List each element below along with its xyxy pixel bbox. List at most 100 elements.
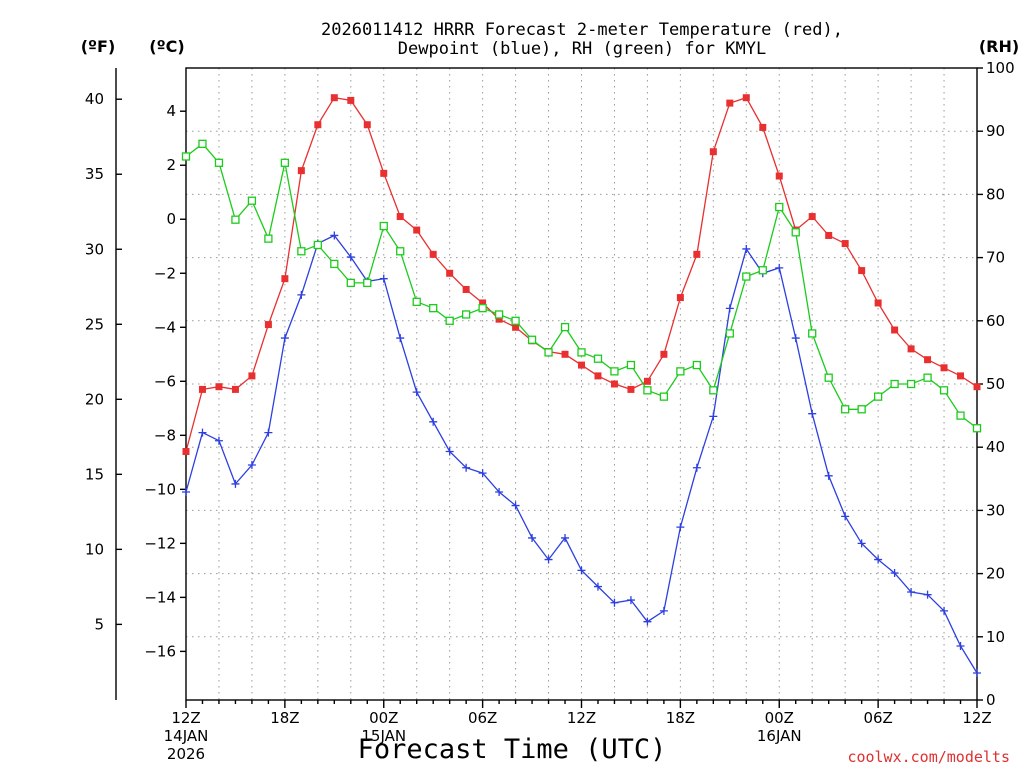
dewpoint-point [775,263,784,272]
rh-point [841,405,850,414]
temperature-point [874,299,882,307]
temperature-point [825,231,833,239]
rh-point [181,152,191,161]
time-tick-label: 00Z [369,709,398,727]
dewpoint-point [214,436,223,445]
temperature-point [380,169,388,177]
dewpoint-point [247,461,256,470]
rh-tick-label: 10 [986,628,1005,646]
celsius-tick-label: −14 [144,588,176,606]
celsius-tick-label: −16 [144,642,176,660]
fahrenheit-tick-label: 25 [85,315,104,333]
x-axis-title: Forecast Time (UTC) [358,734,667,765]
rh-point [346,278,355,288]
rh-point [775,202,784,212]
rh-point [758,266,767,275]
dewpoint-point [874,555,883,564]
dewpoint-point [709,412,718,421]
rh-tick-label: 100 [986,59,1015,77]
dewpoint-point [511,501,520,510]
temperature-point [841,240,849,248]
fahrenheit-tick-label: 10 [85,540,104,558]
time-tick-label: 18Z [270,709,299,727]
rh-point [560,322,570,332]
dewpoint-point [940,606,949,615]
rh-point [610,367,619,376]
dewpoint-point [412,388,421,397]
temperature-point [627,385,635,393]
dewpoint-point [676,523,685,532]
rh-point [659,392,669,401]
temperature-point [231,385,239,393]
celsius-tick-label: −8 [154,426,176,444]
time-tick-label: 00Z [765,709,794,727]
chart-title-line1: 2026011412 HRRR Forecast 2-meter Tempera… [321,20,843,40]
dewpoint-point [182,488,190,497]
temperature-point [726,99,734,107]
temperature-point [973,383,981,391]
celsius-tick-label: 4 [166,102,176,120]
rh-point [363,278,372,288]
temperature-point [363,121,371,129]
temperature-point [759,123,767,131]
credit-link[interactable]: coolwx.com/modelts [847,748,1010,766]
series-2-meter-temperature [182,94,981,456]
rh-point [577,348,586,357]
temperature-point [314,121,322,129]
date-tick-label: 16JAN [757,727,802,745]
celsius-tick-label: −10 [144,480,176,498]
temperature-point [281,275,289,283]
dewpoint-point [742,244,751,253]
fahrenheit-tick-label: 30 [85,240,104,258]
temperature-point [561,350,569,358]
rh-point [808,329,817,338]
rh-tick-label: 90 [986,122,1005,140]
temperature-point [594,372,602,380]
dewpoint-point [692,463,701,472]
rh-point [709,386,718,395]
dewpoint-point [264,428,273,437]
temperature-point [462,285,470,293]
dewpoint-point [445,447,454,456]
rh-tick-label: 80 [986,185,1005,203]
year-tick-label: 2026 [167,745,205,763]
rh-point [264,234,273,243]
rh-point [676,367,685,376]
temperature-point [396,213,404,221]
dewpoint-point [396,334,405,343]
temperature-point [347,96,355,104]
rh-point [791,228,800,237]
dewpoint-point [610,598,619,607]
fahrenheit-tick-label: 40 [85,90,104,108]
rh-point [313,240,322,250]
dewpoint-point [478,469,487,478]
rh-point [857,405,866,414]
temperature-point [957,372,965,380]
rh-point [379,221,388,231]
dewpoint-point [643,617,652,626]
dewpoint-point [808,409,817,418]
dewpoint-point [297,290,306,299]
dewpoint-point [198,428,207,437]
rh-point [593,354,603,363]
rh-tick-label: 30 [986,501,1005,519]
temperature-point [676,294,684,302]
rh-point [429,304,438,313]
date-tick-label: 14JAN [164,727,209,745]
rh-point [478,304,487,313]
dewpoint-point [577,566,586,575]
temperature-point [940,364,948,372]
time-tick-label: 12Z [171,709,200,727]
rh-point [396,247,405,256]
temperature-point [248,372,256,380]
time-tick-label: 06Z [468,709,497,727]
rh-tick-label: 70 [986,249,1005,267]
dewpoint-point [462,463,471,472]
temperature-point [808,213,816,221]
temperature-point [413,226,421,234]
temperature-point [693,250,701,258]
temperature-point [429,250,437,258]
rh-point [330,259,339,269]
rh-point [692,360,702,370]
celsius-tick-label: 2 [166,156,176,174]
